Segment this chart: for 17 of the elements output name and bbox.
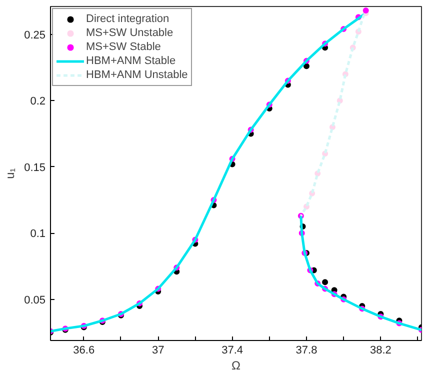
y-tick-label: 0.05 [24,294,46,306]
legend-label: HBM+ANM Unstable [86,68,188,82]
y-axis-title: u₁ [3,168,18,179]
legend-label: Direct integration [86,12,170,26]
y-tick-label: 0.15 [24,162,46,174]
legend-label: HBM+ANM Stable [86,54,176,68]
x-axis-title: Ω [232,358,241,372]
x-tick-label: 36.6 [73,344,95,356]
legend-label: MS+SW Unstable [86,26,174,40]
x-tick-label: 37.4 [222,344,244,356]
x-tick-label: 37 [152,344,164,356]
y-tick-label: 0.2 [30,96,46,108]
x-tick-label: 37.8 [296,344,318,356]
y-tick-label: 0.25 [24,29,46,42]
legend-label: MS+SW Stable [86,40,161,54]
y-tick-label: 0.1 [30,228,46,240]
x-tick-label: 38.2 [370,344,392,356]
